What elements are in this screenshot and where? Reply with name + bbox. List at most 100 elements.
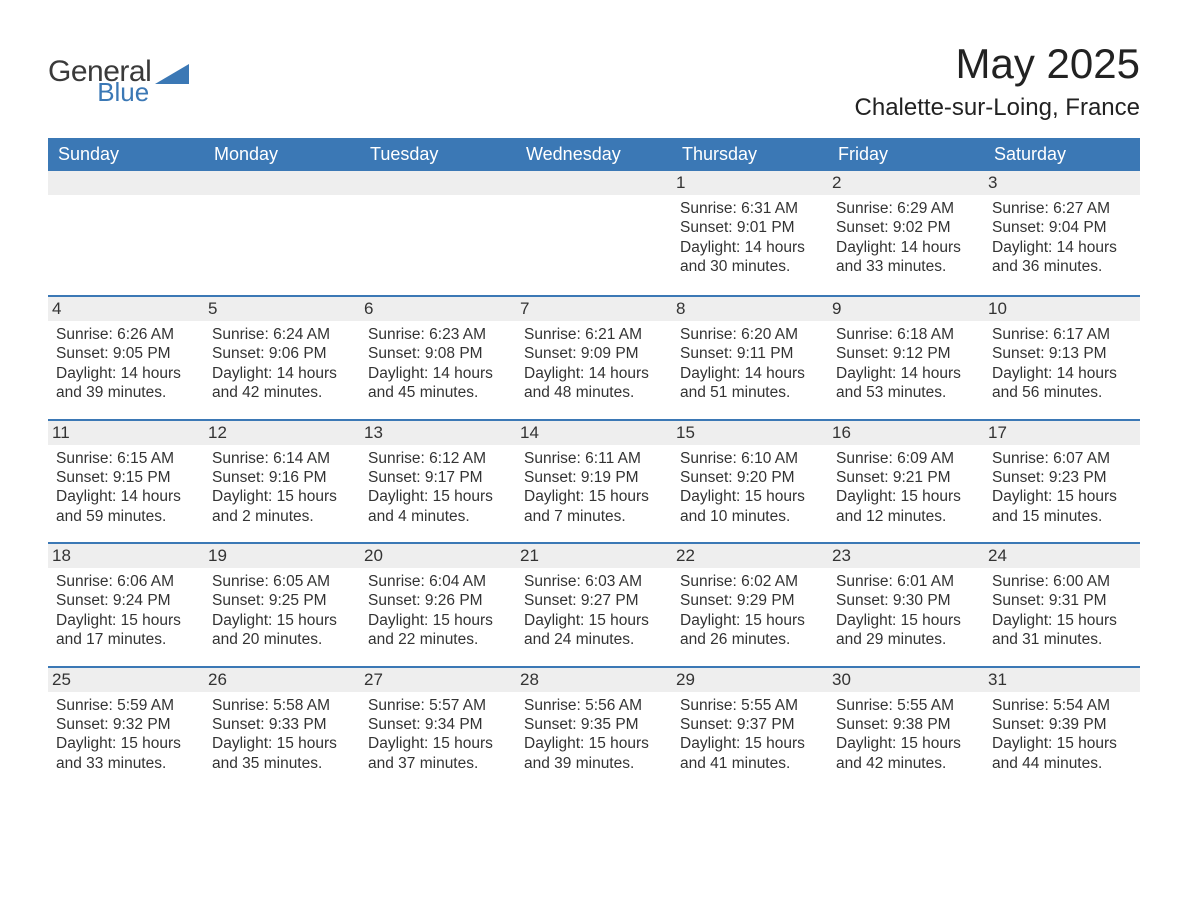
daylight-line: Daylight: 14 hours and 53 minutes. (836, 364, 976, 403)
daylight-line: Daylight: 14 hours and 36 minutes. (992, 238, 1132, 277)
sunrise-line: Sunrise: 6:03 AM (524, 572, 664, 591)
sunrise-line: Sunrise: 6:27 AM (992, 199, 1132, 218)
daylight-line: Daylight: 15 hours and 37 minutes. (368, 734, 508, 773)
sunset-line: Sunset: 9:38 PM (836, 715, 976, 734)
day-cell: 14Sunrise: 6:11 AMSunset: 9:19 PMDayligh… (516, 420, 672, 544)
weekday-header: Friday (828, 138, 984, 171)
weekday-header: Tuesday (360, 138, 516, 171)
sunrise-line: Sunrise: 6:04 AM (368, 572, 508, 591)
sunset-line: Sunset: 9:31 PM (992, 591, 1132, 610)
day-details: Sunrise: 5:57 AMSunset: 9:34 PMDaylight:… (368, 696, 508, 774)
sunset-line: Sunset: 9:33 PM (212, 715, 352, 734)
daylight-line: Daylight: 14 hours and 51 minutes. (680, 364, 820, 403)
daylight-line: Daylight: 15 hours and 44 minutes. (992, 734, 1132, 773)
weekday-header-row: Sunday Monday Tuesday Wednesday Thursday… (48, 138, 1140, 171)
day-details: Sunrise: 6:29 AMSunset: 9:02 PMDaylight:… (836, 199, 976, 277)
day-cell: 8Sunrise: 6:20 AMSunset: 9:11 PMDaylight… (672, 296, 828, 420)
day-details: Sunrise: 6:10 AMSunset: 9:20 PMDaylight:… (680, 449, 820, 527)
day-details: Sunrise: 6:00 AMSunset: 9:31 PMDaylight:… (992, 572, 1132, 650)
sunrise-line: Sunrise: 6:10 AM (680, 449, 820, 468)
day-cell: 16Sunrise: 6:09 AMSunset: 9:21 PMDayligh… (828, 420, 984, 544)
daylight-line: Daylight: 15 hours and 20 minutes. (212, 611, 352, 650)
sunset-line: Sunset: 9:37 PM (680, 715, 820, 734)
day-details: Sunrise: 6:07 AMSunset: 9:23 PMDaylight:… (992, 449, 1132, 527)
day-cell: 9Sunrise: 6:18 AMSunset: 9:12 PMDaylight… (828, 296, 984, 420)
day-number: 21 (516, 544, 672, 568)
week-row: 4 Sunrise: 6:26 AMSunset: 9:05 PMDaylight… (48, 296, 1140, 420)
day-number (48, 171, 204, 195)
daylight-line: Daylight: 15 hours and 31 minutes. (992, 611, 1132, 650)
day-number: 2 (828, 171, 984, 195)
sunrise-line: Sunrise: 6:12 AM (368, 449, 508, 468)
day-number: 4 (48, 297, 204, 321)
sunrise-line: Sunrise: 6:15 AM (56, 449, 196, 468)
day-number: 15 (672, 421, 828, 445)
day-details: Sunrise: 5:59 AMSunset: 9:32 PMDaylight:… (56, 696, 196, 774)
daylight-line: Daylight: 14 hours and 33 minutes. (836, 238, 976, 277)
day-details: Sunrise: 6:23 AMSunset: 9:08 PMDaylight:… (368, 325, 508, 403)
day-number: 7 (516, 297, 672, 321)
day-number: 22 (672, 544, 828, 568)
day-number: 18 (48, 544, 204, 568)
day-number: 1 (672, 171, 828, 195)
day-number: 6 (360, 297, 516, 321)
day-details: Sunrise: 6:26 AMSunset: 9:05 PMDaylight:… (56, 325, 196, 403)
daylight-line: Daylight: 15 hours and 41 minutes. (680, 734, 820, 773)
day-cell: 29Sunrise: 5:55 AMSunset: 9:37 PMDayligh… (672, 667, 828, 790)
day-details: Sunrise: 6:05 AMSunset: 9:25 PMDaylight:… (212, 572, 352, 650)
day-number: 13 (360, 421, 516, 445)
day-details: Sunrise: 6:17 AMSunset: 9:13 PMDaylight:… (992, 325, 1132, 403)
sunrise-line: Sunrise: 6:17 AM (992, 325, 1132, 344)
day-details: Sunrise: 6:27 AMSunset: 9:04 PMDaylight:… (992, 199, 1132, 277)
day-number: 3 (984, 171, 1140, 195)
daylight-line: Daylight: 14 hours and 59 minutes. (56, 487, 196, 526)
day-number: 10 (984, 297, 1140, 321)
day-cell: 10 Sunrise: 6:17 AMSunset: 9:13 PMDayligh… (984, 296, 1140, 420)
daylight-line: Daylight: 15 hours and 24 minutes. (524, 611, 664, 650)
weekday-header: Sunday (48, 138, 204, 171)
day-cell: 28Sunrise: 5:56 AMSunset: 9:35 PMDayligh… (516, 667, 672, 790)
daylight-line: Daylight: 14 hours and 42 minutes. (212, 364, 352, 403)
day-number: 26 (204, 668, 360, 692)
day-details: Sunrise: 6:11 AMSunset: 9:19 PMDaylight:… (524, 449, 664, 527)
daylight-line: Daylight: 15 hours and 26 minutes. (680, 611, 820, 650)
day-number: 17 (984, 421, 1140, 445)
sunrise-line: Sunrise: 6:07 AM (992, 449, 1132, 468)
day-number (516, 171, 672, 195)
day-cell: 7Sunrise: 6:21 AMSunset: 9:09 PMDaylight… (516, 296, 672, 420)
weekday-header: Wednesday (516, 138, 672, 171)
daylight-line: Daylight: 14 hours and 48 minutes. (524, 364, 664, 403)
day-cell: 13Sunrise: 6:12 AMSunset: 9:17 PMDayligh… (360, 420, 516, 544)
day-details (368, 199, 508, 279)
day-cell: 22Sunrise: 6:02 AMSunset: 9:29 PMDayligh… (672, 543, 828, 667)
location-title: Chalette-sur-Loing, France (855, 94, 1140, 122)
sunset-line: Sunset: 9:11 PM (680, 344, 820, 363)
sunrise-line: Sunrise: 5:56 AM (524, 696, 664, 715)
brand-logo: General Blue (48, 58, 191, 104)
sunrise-line: Sunrise: 5:55 AM (836, 696, 976, 715)
daylight-line: Daylight: 15 hours and 42 minutes. (836, 734, 976, 773)
sunrise-line: Sunrise: 6:11 AM (524, 449, 664, 468)
daylight-line: Daylight: 15 hours and 17 minutes. (56, 611, 196, 650)
sunset-line: Sunset: 9:27 PM (524, 591, 664, 610)
day-details: Sunrise: 5:55 AMSunset: 9:38 PMDaylight:… (836, 696, 976, 774)
day-details: Sunrise: 5:55 AMSunset: 9:37 PMDaylight:… (680, 696, 820, 774)
day-details: Sunrise: 5:54 AMSunset: 9:39 PMDaylight:… (992, 696, 1132, 774)
day-details: Sunrise: 6:14 AMSunset: 9:16 PMDaylight:… (212, 449, 352, 527)
sunset-line: Sunset: 9:06 PM (212, 344, 352, 363)
sunset-line: Sunset: 9:16 PM (212, 468, 352, 487)
sunset-line: Sunset: 9:25 PM (212, 591, 352, 610)
sunset-line: Sunset: 9:29 PM (680, 591, 820, 610)
sunrise-line: Sunrise: 6:20 AM (680, 325, 820, 344)
sunset-line: Sunset: 9:09 PM (524, 344, 664, 363)
day-details: Sunrise: 6:20 AMSunset: 9:11 PMDaylight:… (680, 325, 820, 403)
week-row: 18Sunrise: 6:06 AMSunset: 9:24 PMDayligh… (48, 543, 1140, 667)
sunset-line: Sunset: 9:35 PM (524, 715, 664, 734)
day-number: 27 (360, 668, 516, 692)
weekday-header: Saturday (984, 138, 1140, 171)
day-cell: 27 Sunrise: 5:57 AMSunset: 9:34 PMDayligh… (360, 667, 516, 790)
weekday-header: Thursday (672, 138, 828, 171)
day-cell: 31Sunrise: 5:54 AMSunset: 9:39 PMDayligh… (984, 667, 1140, 790)
day-cell: 30Sunrise: 5:55 AMSunset: 9:38 PMDayligh… (828, 667, 984, 790)
week-row: 25Sunrise: 5:59 AMSunset: 9:32 PMDayligh… (48, 667, 1140, 790)
